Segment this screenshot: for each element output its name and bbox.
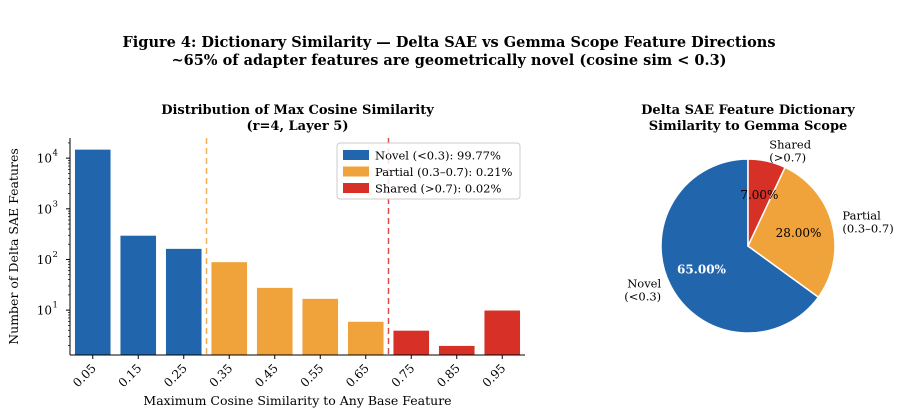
figure-title: Figure 4: Dictionary Similarity — Delta … (0, 34, 898, 70)
pie-outer-label-2-line: Shared (769, 137, 811, 151)
figure-title-line1: Figure 4: Dictionary Similarity — Delta … (122, 34, 776, 51)
legend-label-1: Partial (0.3–0.7): 0.21% (375, 165, 513, 179)
bar-0.95 (483, 309, 521, 356)
bar-0.15 (119, 234, 157, 356)
x-tick-label-0.95: 0.95 (480, 361, 509, 390)
legend-frame (336, 142, 521, 200)
y-tick-label-10000: 10 4 (37, 149, 58, 166)
pie-slice-1 (747, 166, 836, 299)
x-tick-label-0.75: 0.75 (389, 361, 418, 390)
bar-0.65 (347, 320, 385, 356)
bar-0.05 (74, 148, 112, 356)
bar-0.45 (256, 287, 294, 356)
x-tick-label-0.65: 0.65 (343, 361, 372, 390)
y-tick-label-base: 10 (37, 304, 52, 318)
x-axis-label: Maximum Cosine Similarity to Any Base Fe… (143, 393, 451, 408)
y-tick-label-100: 10 2 (37, 250, 58, 267)
pie-outer-label-0-line: Novel (627, 277, 661, 291)
x-tick-label-0.05: 0.05 (70, 361, 99, 390)
y-tick-label-exponent: 4 (53, 149, 58, 159)
y-tick-label-10: 10 1 (37, 301, 58, 318)
y-tick-label-1000: 10 3 (37, 199, 58, 216)
y-tick-label-exponent: 1 (53, 301, 58, 311)
pie-outer-label-1-line: (0.3–0.7) (842, 221, 893, 235)
pie-chart-title-line: Delta SAE Feature Dictionary (641, 103, 855, 118)
bar-0.55 (301, 298, 339, 356)
bar-chart-title-line: Distribution of Max Cosine Similarity (161, 103, 434, 118)
y-tick-label-exponent: 3 (53, 199, 58, 209)
y-tick-label-base: 10 (37, 152, 52, 166)
bar-chart-title-line: (r=4, Layer 5) (247, 119, 349, 134)
bar-0.25 (165, 248, 203, 356)
pie-pct-label-2: 7.00% (740, 188, 778, 202)
pie-outer-label-0-line: (<0.3) (624, 290, 661, 304)
y-tick-label-base: 10 (37, 253, 52, 267)
x-tick-label-0.25: 0.25 (161, 361, 190, 390)
pie-outer-label-2-line: (>0.7) (769, 150, 806, 164)
legend-swatch-0 (343, 150, 369, 160)
pie-slice-2 (747, 158, 787, 247)
x-tick-label-0.15: 0.15 (116, 361, 145, 390)
x-tick-label-0.55: 0.55 (298, 361, 327, 390)
pie-outer-label-2: Shared(>0.7) (769, 137, 811, 164)
pie-pct-label-1: 28.00% (776, 226, 822, 240)
y-tick-label-base: 10 (37, 202, 52, 216)
pie-slice-0 (660, 158, 820, 334)
x-tick-label-0.45: 0.45 (252, 361, 281, 390)
y-axis-label: Number of Delta SAE Features (6, 148, 21, 345)
pie-outer-label-1: Partial(0.3–0.7) (842, 208, 893, 235)
bar-0.75 (392, 329, 430, 356)
bar-chart-title: Distribution of Max Cosine Similarity(r=… (161, 103, 434, 134)
bar-0.35 (210, 261, 248, 356)
legend-label-2: Shared (>0.7): 0.02% (375, 182, 501, 196)
pie-chart-title-line: Similarity to Gemma Scope (649, 119, 848, 134)
legend-swatch-1 (343, 166, 369, 177)
legend-label-0: Novel (<0.3): 99.77% (375, 149, 501, 163)
pie-outer-label-0: Novel(<0.3) (624, 277, 661, 304)
pie-outer-label-1-line: Partial (842, 208, 881, 222)
y-tick-label-exponent: 2 (53, 250, 58, 260)
figure-subtitle-line2: ~65% of adapter features are geometrical… (171, 52, 727, 69)
pie-pct-label-0: 65.00% (677, 263, 727, 277)
legend-swatch-2 (343, 183, 369, 193)
x-tick-label-0.85: 0.85 (434, 361, 463, 390)
x-tick-label-0.35: 0.35 (207, 361, 236, 390)
bar-0.85 (438, 345, 476, 356)
